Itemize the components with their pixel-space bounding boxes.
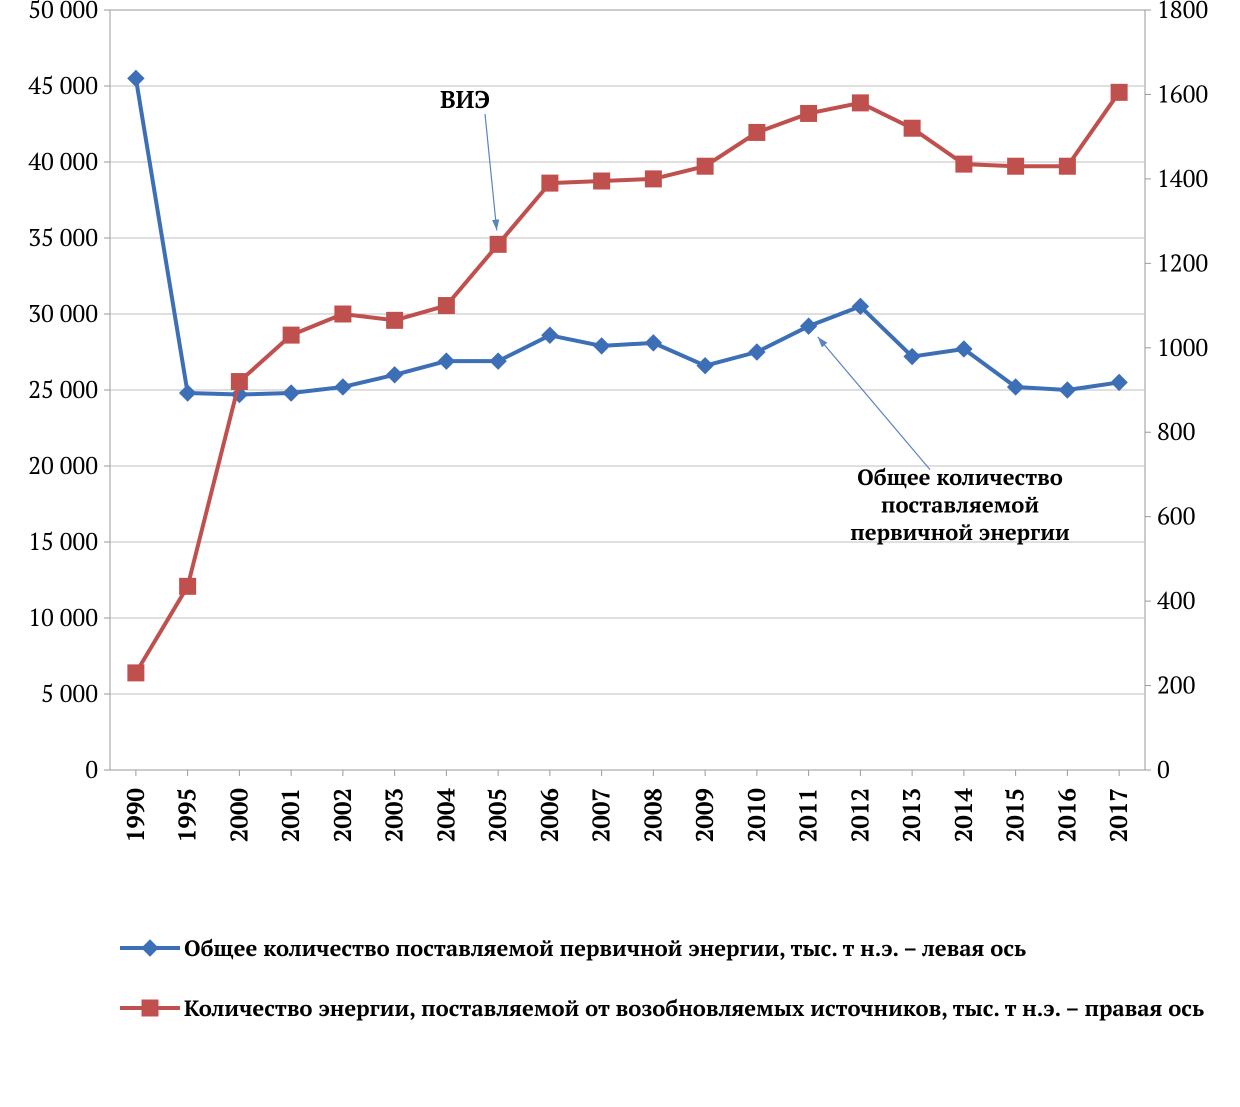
legend-swatch-marker <box>142 1000 158 1016</box>
series-marker <box>645 171 661 187</box>
series-marker <box>956 156 972 172</box>
series-marker <box>852 95 868 111</box>
x-label: 2013 <box>895 788 927 842</box>
series-marker <box>1111 84 1127 100</box>
x-label: 2005 <box>481 788 513 842</box>
x-label: 2014 <box>947 788 979 843</box>
y-right-label: 1800 <box>1157 0 1208 25</box>
y-left-label: 50 000 <box>28 0 98 25</box>
series-marker <box>542 175 558 191</box>
y-right-label: 400 <box>1157 584 1195 616</box>
series-marker <box>1059 158 1075 174</box>
x-label: 2012 <box>843 788 875 842</box>
series-marker <box>749 124 765 140</box>
y-right-label: 200 <box>1157 669 1195 701</box>
x-label: 2010 <box>740 788 772 843</box>
y-left-label: 25 000 <box>28 373 98 405</box>
series-marker <box>180 578 196 594</box>
dual-axis-line-chart: 0 5 000 10 000 15 000 20 000 25 000 30 000 35 0… <box>0 0 1240 1107</box>
x-label: 2017 <box>1102 788 1134 842</box>
y-left-label: 0 <box>85 753 98 785</box>
annotation-text: ВИЭ <box>440 83 490 115</box>
series-marker <box>490 236 506 252</box>
series-marker <box>594 173 610 189</box>
series-marker <box>128 665 144 681</box>
y-left-label: 5 000 <box>41 677 98 709</box>
legend-label: Количество энергии, поставляемой от возо… <box>184 994 1204 1023</box>
x-label: 1990 <box>119 788 151 843</box>
chart-svg: 0 5 000 10 000 15 000 20 000 25 000 30 000 35 0… <box>0 0 1240 1107</box>
x-label: 2000 <box>222 788 254 843</box>
y-left-label: 20 000 <box>28 449 98 481</box>
x-label: 2015 <box>999 788 1031 842</box>
y-left-label: 30 000 <box>28 297 98 329</box>
x-label: 2001 <box>274 788 306 842</box>
x-label: 2006 <box>533 788 565 842</box>
y-right-label: 0 <box>1157 753 1170 785</box>
series-marker <box>697 158 713 174</box>
x-label: 2016 <box>1050 788 1082 842</box>
y-right-label: 1600 <box>1157 77 1208 109</box>
series-marker <box>1008 158 1024 174</box>
x-label: 1995 <box>171 788 203 842</box>
x-label: 2002 <box>326 788 358 842</box>
series-marker <box>801 105 817 121</box>
y-left-label: 35 000 <box>28 221 98 253</box>
x-label: 2003 <box>378 788 410 842</box>
series-marker <box>904 120 920 136</box>
x-label: 2009 <box>688 788 720 842</box>
x-label: 2007 <box>585 788 617 842</box>
series-marker <box>283 327 299 343</box>
legend-item-renewables: Количество энергии, поставляемой от возо… <box>120 994 1204 1023</box>
series-marker <box>387 312 403 328</box>
y-left-label: 15 000 <box>28 525 98 557</box>
y-left-label: 10 000 <box>28 601 98 633</box>
annotation-text: Общее количествопоставляемойпервичной эн… <box>850 463 1070 547</box>
legend-label: Общее количество поставляемой первичной … <box>184 934 1026 963</box>
x-label: 2008 <box>636 788 668 842</box>
x-label: 2004 <box>429 788 461 843</box>
series-marker <box>438 298 454 314</box>
y-right-label: 1200 <box>1157 246 1208 278</box>
y-left-label: 45 000 <box>28 69 98 101</box>
y-right-label: 600 <box>1157 500 1195 532</box>
y-right-label: 1000 <box>1157 331 1208 363</box>
series-marker <box>335 306 351 322</box>
y-right-label: 800 <box>1157 415 1195 447</box>
series-marker <box>231 374 247 390</box>
legend-item-total_primary: Общее количество поставляемой первичной … <box>120 934 1026 963</box>
y-left-label: 40 000 <box>28 145 98 177</box>
x-label: 2011 <box>792 788 824 842</box>
y-right-label: 1400 <box>1157 162 1208 194</box>
